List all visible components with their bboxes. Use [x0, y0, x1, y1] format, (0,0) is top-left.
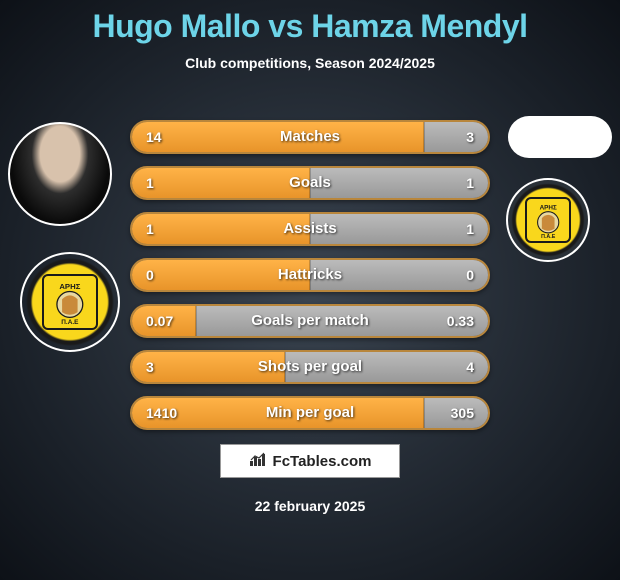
stat-value-left: 1	[146, 214, 154, 244]
stat-value-right: 1	[466, 168, 474, 198]
stat-value-right: 4	[466, 352, 474, 382]
stat-bar-left	[132, 352, 285, 382]
stat-bar-right	[310, 214, 488, 244]
stat-value-left: 3	[146, 352, 154, 382]
stat-bar-left	[132, 214, 310, 244]
stats-panel: 143Matches11Goals11Assists00Hattricks0.0…	[130, 120, 490, 442]
svg-text:Π.Α.Ε: Π.Α.Ε	[61, 319, 79, 326]
stat-value-left: 1	[146, 168, 154, 198]
stat-bar-right	[310, 168, 488, 198]
stat-value-right: 3	[466, 122, 474, 152]
stat-value-left: 0.07	[146, 306, 173, 336]
club-crest-icon: ΑΡΗΣ Π.Α.Ε	[525, 197, 571, 243]
stat-bar-left	[132, 260, 310, 290]
svg-text:Π.Α.Ε: Π.Α.Ε	[541, 234, 556, 240]
club-left-badge: ΑΡΗΣ Π.Α.Ε	[20, 252, 120, 352]
stat-row: 1410305Min per goal	[130, 396, 490, 430]
stat-bar-right	[196, 306, 488, 336]
stat-row: 11Assists	[130, 212, 490, 246]
stat-bar-right	[424, 122, 488, 152]
stat-row: 0.070.33Goals per match	[130, 304, 490, 338]
stat-row: 34Shots per goal	[130, 350, 490, 384]
stat-value-right: 1	[466, 214, 474, 244]
page-title: Hugo Mallo vs Hamza Mendyl	[0, 0, 620, 45]
stat-value-left: 1410	[146, 398, 177, 428]
stat-value-left: 14	[146, 122, 162, 152]
stat-bar-right	[285, 352, 488, 382]
stat-row: 11Goals	[130, 166, 490, 200]
page-subtitle: Club competitions, Season 2024/2025	[0, 55, 620, 71]
stat-row: 143Matches	[130, 120, 490, 154]
stat-bar-left	[132, 122, 424, 152]
stat-value-right: 0.33	[447, 306, 474, 336]
svg-text:ΑΡΗΣ: ΑΡΗΣ	[59, 282, 80, 291]
player-left-photo	[8, 122, 112, 226]
club-right-badge: ΑΡΗΣ Π.Α.Ε	[506, 178, 590, 262]
stat-bar-right	[310, 260, 488, 290]
brand-text: FcTables.com	[273, 453, 372, 470]
player-right-photo	[508, 116, 612, 158]
stat-bar-left	[132, 168, 310, 198]
stat-value-right: 305	[451, 398, 474, 428]
stat-row: 00Hattricks	[130, 258, 490, 292]
stat-value-right: 0	[466, 260, 474, 290]
club-crest-icon: ΑΡΗΣ Π.Α.Ε	[42, 274, 98, 330]
stat-value-left: 0	[146, 260, 154, 290]
brand-badge[interactable]: FcTables.com	[220, 444, 400, 478]
brand-chart-icon	[249, 451, 267, 471]
footer-date: 22 february 2025	[0, 498, 620, 514]
svg-text:ΑΡΗΣ: ΑΡΗΣ	[539, 204, 556, 211]
